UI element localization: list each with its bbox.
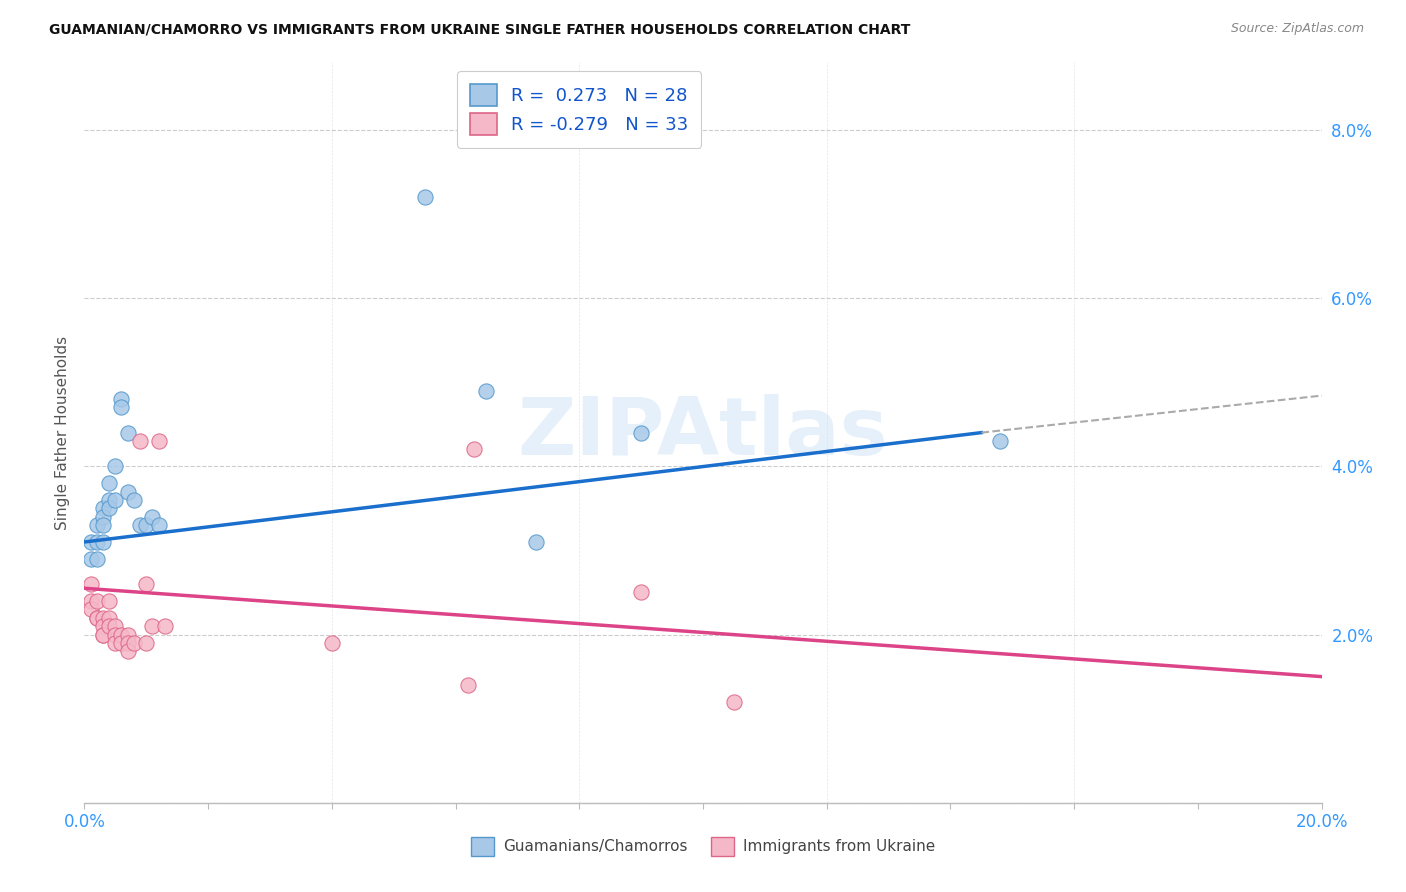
Point [104, 619, 127, 633]
Point [148, 518, 170, 533]
Point [98, 501, 121, 516]
Point [91, 535, 114, 549]
Point [122, 636, 145, 650]
Point [98, 619, 121, 633]
Point [79, 551, 101, 566]
Point [141, 509, 163, 524]
Point [79, 602, 101, 616]
Point [110, 627, 132, 641]
Point [86, 594, 108, 608]
Point [104, 627, 127, 641]
Point [141, 619, 163, 633]
Point [91, 610, 114, 624]
Point [148, 434, 170, 448]
Point [98, 594, 121, 608]
Point [104, 459, 127, 474]
Point [104, 492, 127, 507]
Point [630, 425, 652, 440]
Point [988, 434, 1011, 448]
Point [110, 401, 132, 415]
Point [135, 518, 157, 533]
Point [91, 501, 114, 516]
Point [475, 384, 498, 398]
Point [630, 585, 652, 599]
Point [86, 518, 108, 533]
Text: ZIPAtlas: ZIPAtlas [517, 393, 889, 472]
Point [98, 610, 121, 624]
Point [129, 518, 152, 533]
Point [110, 392, 132, 406]
Point [117, 636, 139, 650]
Point [117, 627, 139, 641]
Point [91, 627, 114, 641]
Point [91, 509, 114, 524]
Point [129, 434, 152, 448]
Point [91, 619, 114, 633]
Point [79, 577, 101, 591]
Point [122, 492, 145, 507]
Point [135, 636, 157, 650]
Point [91, 518, 114, 533]
Point [104, 636, 127, 650]
Point [463, 442, 485, 457]
Point [723, 695, 745, 709]
Point [117, 644, 139, 658]
Point [524, 535, 547, 549]
Point [91, 627, 114, 641]
Point [153, 619, 176, 633]
Point [457, 678, 479, 692]
Legend: Guamanians/Chamorros, Immigrants from Ukraine: Guamanians/Chamorros, Immigrants from Uk… [465, 831, 941, 862]
Point [98, 492, 121, 507]
Text: GUAMANIAN/CHAMORRO VS IMMIGRANTS FROM UKRAINE SINGLE FATHER HOUSEHOLDS CORRELATI: GUAMANIAN/CHAMORRO VS IMMIGRANTS FROM UK… [49, 22, 911, 37]
Point [86, 610, 108, 624]
Point [117, 484, 139, 499]
Point [79, 535, 101, 549]
Point [321, 636, 343, 650]
Text: Source: ZipAtlas.com: Source: ZipAtlas.com [1230, 22, 1364, 36]
Point [110, 636, 132, 650]
Point [413, 190, 436, 204]
Point [79, 594, 101, 608]
Point [135, 577, 157, 591]
Point [117, 425, 139, 440]
Point [86, 551, 108, 566]
Point [86, 610, 108, 624]
Point [86, 535, 108, 549]
Point [98, 476, 121, 491]
Y-axis label: Single Father Households: Single Father Households [55, 335, 70, 530]
